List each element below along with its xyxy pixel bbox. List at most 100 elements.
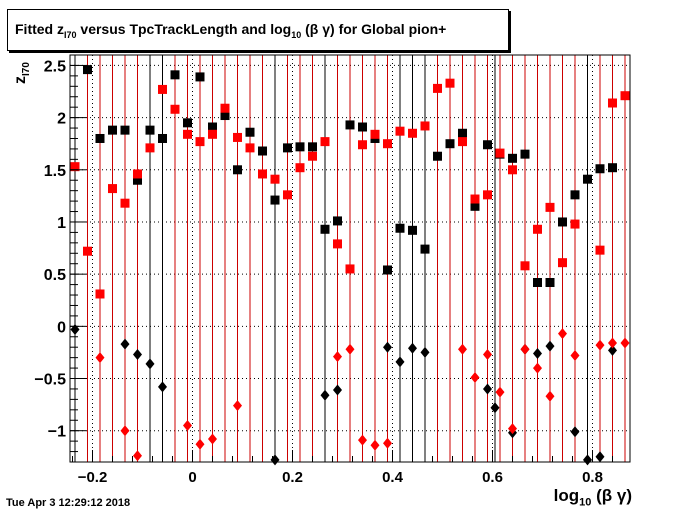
- data-point-diamond: [608, 344, 617, 356]
- data-point-square: [233, 165, 242, 175]
- x-axis-label: log10 (β γ): [553, 486, 632, 509]
- y-tick-label: 0: [57, 319, 66, 336]
- data-point-square: [570, 219, 580, 229]
- data-point-diamond: [233, 400, 242, 412]
- data-point-square: [570, 190, 580, 200]
- data-point-diamond: [70, 323, 80, 335]
- data-point-square: [558, 258, 567, 268]
- data-point-diamond: [145, 358, 155, 370]
- data-point-square: [308, 142, 317, 152]
- data-point-diamond: [495, 386, 505, 398]
- data-point-square: [170, 70, 180, 80]
- data-point-square: [420, 244, 430, 254]
- data-point-diamond: [570, 426, 580, 438]
- data-point-square: [533, 224, 542, 234]
- data-point-square: [408, 128, 417, 138]
- data-point-diamond: [595, 451, 605, 463]
- x-tick-label: 0.4: [382, 469, 404, 486]
- y-tick-label: 2: [57, 111, 66, 128]
- data-point-square: [220, 103, 230, 113]
- data-point-diamond: [483, 349, 492, 361]
- data-point-diamond: [370, 439, 380, 451]
- data-point-square: [370, 129, 380, 139]
- data-point-square: [333, 216, 342, 226]
- y-tick-label: −1: [48, 424, 66, 441]
- data-point-square: [383, 139, 392, 149]
- data-point-diamond: [490, 402, 500, 414]
- data-point-square: [533, 278, 542, 288]
- data-point-square: [345, 264, 355, 274]
- data-point-diamond: [533, 347, 542, 359]
- data-point-square: [458, 137, 467, 147]
- data-point-square: [395, 126, 405, 136]
- data-point-square: [583, 174, 592, 184]
- data-point-square: [283, 190, 292, 200]
- data-point-square: [133, 169, 142, 179]
- axis-ticks: −0.2 0 0.2 0.4 0.6 0.8 −1 −0.5 0 0.5 1 1.5 2 2.5: [34, 54, 613, 486]
- data-point-square: [508, 153, 517, 163]
- data-point-square: [358, 122, 367, 132]
- data-point-square: [608, 98, 617, 108]
- data-point-square: [270, 195, 280, 205]
- data-point-diamond: [570, 350, 580, 362]
- data-point-square: [320, 224, 330, 234]
- data-point-square: [245, 143, 255, 153]
- data-point-diamond: [270, 454, 280, 466]
- data-point-diamond: [208, 433, 217, 445]
- chart-title-box: Fitted zI70 versus TpcTrackLength and lo…: [7, 9, 509, 51]
- data-point-diamond: [595, 339, 605, 351]
- data-point-square: [470, 194, 480, 204]
- data-point-square: [233, 132, 242, 142]
- data-point-square: [220, 111, 230, 121]
- data-point-diamond: [133, 349, 142, 361]
- data-point-square: [270, 174, 280, 184]
- data-point-square: [295, 142, 305, 152]
- data-point-square: [70, 162, 80, 172]
- data-point-square: [395, 223, 405, 233]
- data-point-square: [445, 139, 455, 149]
- data-point-square: [408, 225, 417, 235]
- chart-title: Fitted zI70 versus TpcTrackLength and lo…: [15, 21, 447, 40]
- data-point-square: [433, 151, 442, 161]
- data-point-diamond: [95, 352, 105, 364]
- data-point-diamond: [620, 337, 630, 349]
- y-tick-label: 0.5: [44, 267, 66, 284]
- data-point-diamond: [545, 340, 555, 352]
- data-point-diamond: [320, 389, 330, 401]
- y-axis-label: zI70: [12, 62, 33, 84]
- data-point-square: [258, 146, 267, 156]
- data-point-diamond: [358, 434, 367, 446]
- data-point-diamond: [395, 356, 405, 368]
- data-point-diamond: [183, 419, 192, 431]
- x-tick-label: 0: [188, 469, 196, 486]
- data-point-square: [333, 239, 342, 249]
- data-point-square: [520, 149, 530, 159]
- data-point-square: [108, 184, 117, 194]
- data-point-square: [358, 140, 367, 150]
- data-point-diamond: [133, 450, 142, 462]
- data-point-square: [95, 289, 105, 299]
- data-point-diamond: [383, 341, 392, 353]
- data-point-square: [183, 118, 192, 128]
- data-point-square: [420, 121, 430, 131]
- data-point-square: [283, 143, 292, 153]
- data-point-diamond: [458, 343, 467, 355]
- data-point-square: [83, 246, 92, 256]
- data-point-diamond: [583, 454, 592, 466]
- x-tick-label: −0.2: [78, 469, 108, 486]
- data-point-square: [608, 163, 617, 173]
- data-point-square: [158, 84, 167, 94]
- data-point-square: [595, 245, 605, 255]
- data-point-square: [433, 83, 442, 93]
- data-point-square: [508, 165, 517, 175]
- data-point-square: [470, 201, 480, 211]
- data-point-diamond: [558, 328, 567, 340]
- y-tick-label: 1.5: [44, 163, 66, 180]
- data-point-square: [483, 190, 492, 200]
- data-point-square: [208, 129, 217, 139]
- y-tick-label: −0.5: [34, 372, 66, 389]
- x-tick-label: 0.6: [482, 469, 503, 486]
- data-point-square: [245, 127, 255, 137]
- data-point-square: [183, 129, 192, 139]
- data-point-square: [520, 261, 530, 271]
